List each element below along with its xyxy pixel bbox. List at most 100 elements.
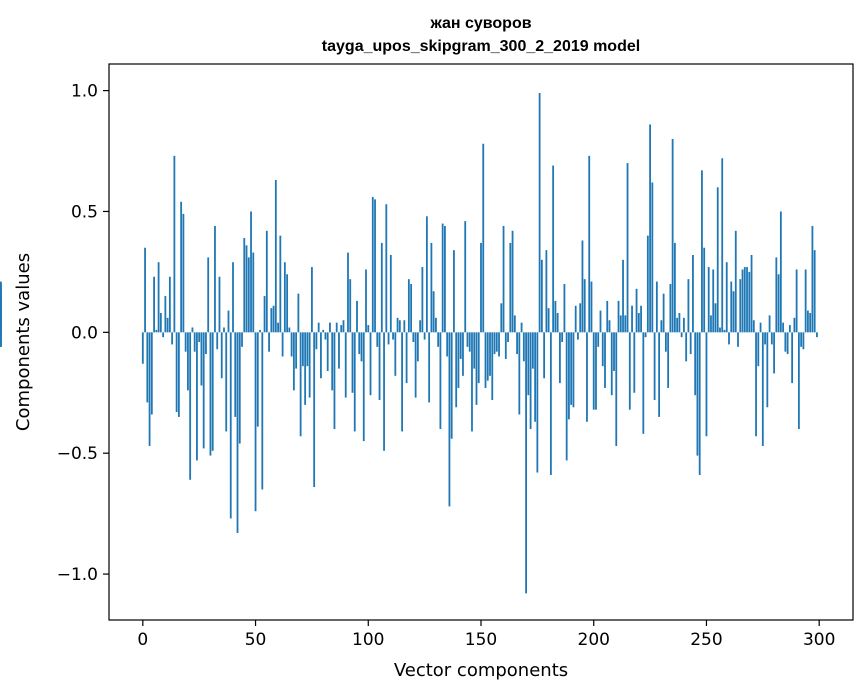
- bar: [549, 332, 552, 475]
- bar: [306, 332, 309, 367]
- bar: [687, 279, 690, 333]
- bar: [692, 254, 694, 333]
- bar: [367, 325, 370, 333]
- bar: [304, 332, 307, 405]
- bar: [146, 332, 149, 403]
- bar: [498, 332, 500, 357]
- bar: [265, 230, 268, 333]
- bar: [220, 332, 223, 379]
- bar: [268, 332, 270, 352]
- bar: [168, 276, 171, 333]
- bar: [187, 332, 189, 391]
- bar: [162, 332, 165, 338]
- bar: [200, 332, 203, 386]
- bar: [261, 332, 264, 490]
- bar: [473, 332, 476, 369]
- bar: [676, 317, 679, 333]
- bar: [507, 332, 509, 342]
- bar: [660, 320, 663, 333]
- bar: [662, 293, 665, 333]
- bar: [590, 281, 593, 333]
- bar: [347, 252, 349, 333]
- bar: [766, 332, 769, 408]
- bar: [295, 332, 298, 369]
- bar: [437, 332, 440, 347]
- y-tick-label: 1.0: [71, 82, 98, 102]
- x-tick-label: 250: [690, 630, 722, 650]
- bar: [572, 332, 575, 408]
- bar: [322, 329, 325, 333]
- bar: [477, 332, 480, 384]
- bar: [164, 296, 167, 333]
- bar: [256, 332, 259, 427]
- bar: [759, 322, 762, 333]
- bar: [180, 201, 183, 333]
- bar: [403, 320, 406, 333]
- bar: [383, 332, 385, 451]
- bar: [150, 332, 153, 415]
- bar: [401, 332, 403, 432]
- bar: [788, 325, 791, 333]
- bar: [292, 332, 295, 391]
- bar: [658, 332, 661, 417]
- x-tick-label: 50: [245, 630, 267, 650]
- bar: [301, 332, 304, 367]
- bar: [640, 305, 642, 333]
- bar: [344, 332, 347, 398]
- bar: [308, 332, 311, 398]
- bar: [241, 332, 243, 347]
- bar: [333, 332, 336, 430]
- bar: [157, 262, 160, 333]
- bar: [245, 245, 248, 333]
- bar: [516, 332, 518, 355]
- bar: [227, 310, 230, 333]
- bar: [615, 332, 618, 446]
- bar: [613, 332, 615, 372]
- bar: [317, 322, 320, 333]
- bar: [234, 332, 237, 417]
- bar: [218, 276, 221, 333]
- bar: [743, 267, 746, 333]
- bar: [202, 332, 205, 449]
- bar: [649, 124, 651, 333]
- bar: [376, 332, 379, 347]
- bar: [182, 213, 185, 333]
- bar: [732, 291, 735, 333]
- bar: [712, 269, 715, 333]
- bar: [430, 242, 433, 333]
- bar: [191, 327, 194, 333]
- bar: [459, 332, 462, 359]
- bar: [351, 332, 354, 393]
- bar: [694, 332, 697, 396]
- bar: [153, 276, 155, 333]
- bar: [730, 281, 733, 333]
- bar: [610, 332, 613, 396]
- bar: [617, 300, 620, 333]
- bar: [455, 332, 458, 408]
- bar: [777, 274, 780, 333]
- bar: [755, 332, 757, 437]
- bar: [387, 332, 390, 345]
- bar: [685, 332, 688, 362]
- bar: [356, 300, 358, 333]
- bar: [547, 308, 550, 333]
- bar: [707, 267, 710, 333]
- bar: [579, 303, 582, 333]
- bar: [536, 332, 539, 473]
- bar: [545, 250, 548, 333]
- bar: [608, 320, 611, 333]
- bar: [371, 196, 374, 333]
- bar: [329, 322, 331, 333]
- bar: [378, 332, 381, 401]
- bar: [586, 332, 588, 422]
- bar: [419, 320, 422, 333]
- bar: [583, 279, 586, 333]
- bar: [198, 332, 201, 342]
- bar: [664, 332, 667, 352]
- bar: [482, 143, 485, 333]
- bar: [274, 180, 277, 333]
- bar: [673, 242, 676, 333]
- bar: [232, 262, 234, 333]
- bar: [750, 254, 753, 333]
- bar: [655, 281, 658, 333]
